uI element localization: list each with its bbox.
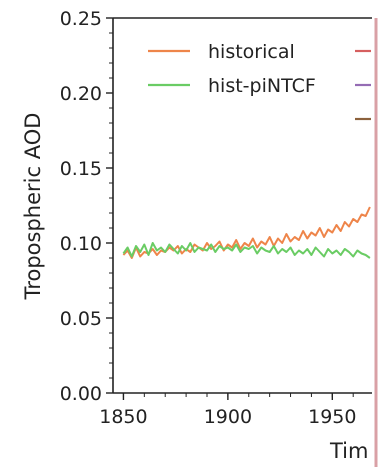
y-tick-label: 0.15 (60, 158, 102, 180)
y-tick-label: 0.25 (60, 8, 102, 30)
y-tick-label: 0.05 (60, 308, 102, 330)
legend-label: historical (208, 41, 295, 63)
x-tick-label: 1900 (204, 406, 252, 428)
legend: historical hist-piNTCF (148, 41, 371, 121)
y-ticks: 0.00 0.05 0.10 0.15 0.20 0.25 (60, 8, 113, 405)
y-axis-title: Tropospheric AOD (21, 113, 45, 301)
series-line-hist-piNTCF (122, 242, 371, 259)
y-tick-label: 0.10 (60, 233, 102, 255)
x-tick-label: 1950 (308, 406, 356, 428)
y-tick-label: 0.20 (60, 83, 102, 105)
x-ticks: 1850 1900 1950 (99, 393, 356, 428)
series-layer (122, 206, 371, 259)
y-tick-label: 0.00 (60, 383, 102, 405)
x-tick-label: 1850 (99, 406, 147, 428)
x-axis-title: Tim (329, 439, 368, 463)
series-line-historical (122, 206, 371, 259)
legend-label: hist-piNTCF (208, 75, 316, 97)
